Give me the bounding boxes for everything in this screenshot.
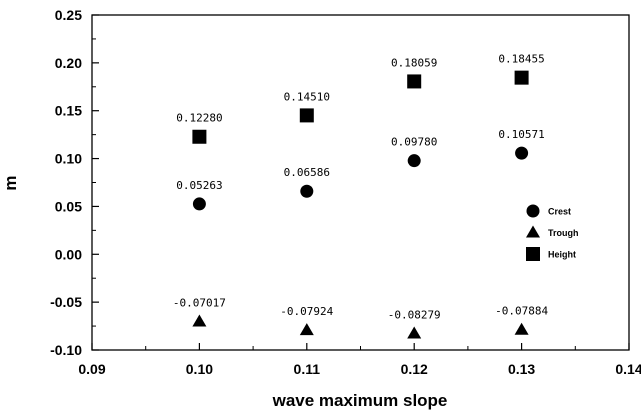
height-data-label: 0.12280 — [176, 112, 222, 125]
x-tick-label: 0.13 — [508, 361, 535, 377]
height-data-label: 0.18455 — [498, 53, 544, 66]
crest-point — [515, 146, 529, 160]
x-axis-title: wave maximum slope — [272, 391, 448, 410]
crest-data-label: 0.05263 — [176, 179, 222, 192]
trough-point — [299, 323, 314, 336]
x-tick-label: 0.12 — [401, 361, 428, 377]
y-tick-label: 0.20 — [55, 55, 82, 71]
crest-point — [300, 184, 314, 198]
x-tick-label: 0.11 — [294, 361, 321, 377]
y-tick-label: 0.10 — [55, 151, 82, 167]
trough-point — [407, 326, 422, 339]
y-tick-label: -0.05 — [50, 294, 82, 310]
crest-data-label: 0.10571 — [498, 128, 544, 141]
trough-data-label: -0.07017 — [173, 296, 226, 309]
trough-data-label: -0.07884 — [495, 305, 548, 318]
y-axis-ticks: -0.10 -0.05 0.00 0.05 0.10 0.15 0.20 0.25 — [50, 7, 99, 358]
y-tick-label: 0.00 — [55, 246, 82, 262]
y-tick-label: -0.10 — [50, 342, 82, 358]
crest-point — [407, 154, 421, 168]
crest-data-label: 0.09780 — [391, 136, 437, 149]
data-points: 0.05263 0.06586 0.09780 0.10571 -0.07017 -0.0… — [173, 53, 548, 339]
height-point — [407, 74, 422, 89]
height-data-label: 0.18059 — [391, 56, 437, 69]
legend-height-label: Height — [548, 250, 576, 260]
trough-data-label: -0.08279 — [388, 309, 441, 322]
legend-trough-marker — [526, 225, 540, 238]
y-axis-title: m — [1, 175, 20, 190]
legend-crest-label: Crest — [548, 207, 571, 217]
legend-crest-marker — [526, 204, 540, 218]
trough-point — [192, 314, 207, 327]
y-tick-label: 0.05 — [55, 198, 82, 214]
trough-data-label: -0.07924 — [280, 305, 333, 318]
x-axis-ticks: 0.09 0.10 0.11 0.12 0.13 0.14 — [78, 343, 641, 377]
x-tick-label: 0.14 — [615, 361, 641, 377]
height-data-label: 0.14510 — [284, 90, 330, 103]
legend-trough-label: Trough — [548, 228, 579, 238]
height-point — [514, 70, 529, 85]
x-tick-label: 0.10 — [186, 361, 213, 377]
height-point — [299, 108, 314, 123]
height-point — [192, 129, 207, 144]
y-tick-label: 0.15 — [55, 103, 82, 119]
crest-point — [192, 197, 206, 211]
legend: Crest Trough Height — [526, 204, 579, 261]
crest-data-label: 0.06586 — [284, 166, 330, 179]
legend-height-marker — [526, 247, 540, 261]
y-tick-label: 0.25 — [55, 7, 82, 23]
x-tick-label: 0.09 — [78, 361, 105, 377]
trough-point — [514, 322, 529, 335]
